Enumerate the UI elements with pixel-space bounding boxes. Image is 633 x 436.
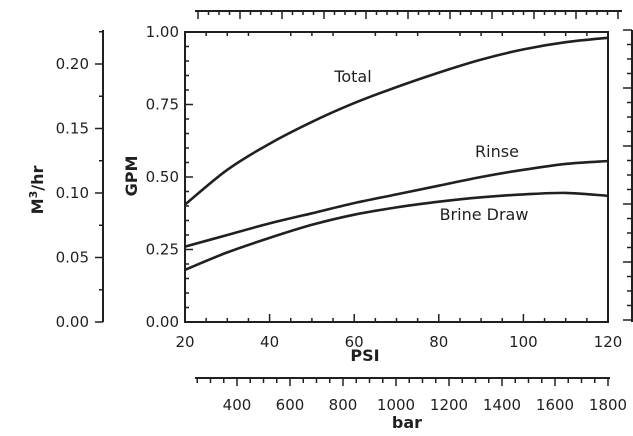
bar-tick-label: 800 — [329, 396, 358, 414]
m3hr-tick-label: 0.05 — [56, 249, 89, 267]
psi-tick-label: 60 — [345, 333, 364, 351]
series-label-rinse: Rinse — [475, 142, 519, 161]
gpm-axis-title: GPM — [122, 156, 141, 197]
gpm-tick-label: 1.00 — [146, 23, 179, 41]
series-label-brine-draw: Brine Draw — [440, 205, 529, 224]
bar-tick-label: 1600 — [536, 396, 574, 414]
psi-tick-label: 120 — [594, 333, 623, 351]
m3hr-axis: 0.00 0.05 0.10 0.15 0.20 — [56, 30, 104, 331]
psi-tick-label: 40 — [260, 333, 279, 351]
psi-tick-label: 100 — [509, 333, 538, 351]
series-lines — [184, 36, 609, 272]
psi-axis-title: PSI — [350, 346, 379, 365]
bar-tick-label: 1200 — [430, 396, 468, 414]
gpm-tick-label: 0.00 — [146, 313, 179, 331]
bar-axis-title: bar — [392, 413, 422, 432]
plot-frame — [184, 31, 609, 323]
bar-tick-label: 1400 — [483, 396, 521, 414]
psi-axis: 20 40 60 80 100 120 — [175, 32, 622, 351]
m3hr-axis-title: M3/hr — [27, 166, 47, 215]
series-line-brine-draw — [184, 191, 609, 272]
bar-tick-label: 1000 — [377, 396, 415, 414]
bar-tick-label: 1800 — [589, 396, 627, 414]
gpm-tick-label: 0.50 — [146, 168, 179, 186]
gpm-tick-label: 0.75 — [146, 96, 179, 114]
gpm-axis: 0.00 0.25 0.50 0.75 1.00 — [146, 23, 193, 331]
top-axis — [195, 10, 622, 19]
bar-tick-label: 600 — [276, 396, 305, 414]
psi-tick-label: 20 — [175, 333, 194, 351]
m3hr-tick-label: 0.20 — [56, 55, 89, 73]
series-line-total — [184, 36, 609, 206]
psi-tick-label: 80 — [429, 333, 448, 351]
m3hr-tick-label: 0.15 — [56, 120, 89, 138]
plot-area — [184, 31, 609, 323]
bar-axis: 400 600 800 1000 1200 1400 1600 1800 — [195, 377, 627, 414]
gpm-tick-label: 0.25 — [146, 241, 179, 259]
series-label-total: Total — [333, 67, 371, 86]
bar-tick-label: 400 — [223, 396, 252, 414]
right-axis — [623, 29, 633, 322]
m3hr-tick-label: 0.00 — [56, 313, 89, 331]
series-line-rinse — [184, 159, 609, 248]
m3hr-tick-label: 0.10 — [56, 184, 89, 202]
